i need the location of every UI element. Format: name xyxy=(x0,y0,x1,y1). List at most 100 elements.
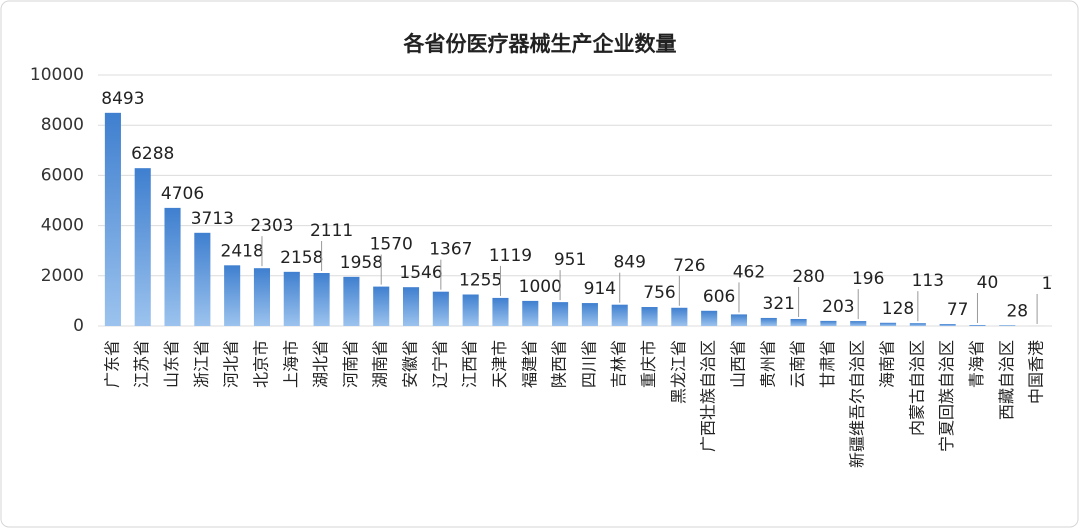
value-label: 128 xyxy=(882,299,914,319)
bar xyxy=(492,297,509,326)
bar xyxy=(641,307,658,326)
value-label: 1255 xyxy=(459,270,502,290)
value-label: 2158 xyxy=(280,248,323,268)
value-label: 8493 xyxy=(101,89,144,109)
x-tick-label: 河北省 xyxy=(222,340,241,388)
x-tick-label: 四川省 xyxy=(579,340,598,388)
x-tick-label: 陕西省 xyxy=(550,340,569,388)
value-label: 1958 xyxy=(340,253,383,273)
x-tick-label: 安徽省 xyxy=(401,340,420,388)
x-tick-label: 青海省 xyxy=(967,340,986,388)
bar xyxy=(253,268,271,326)
x-tick-label: 山东省 xyxy=(162,340,181,388)
x-tick-label: 湖南省 xyxy=(371,340,390,388)
x-tick-label: 江西省 xyxy=(460,340,479,388)
bar xyxy=(611,304,628,326)
value-label: 1119 xyxy=(489,246,532,266)
bar xyxy=(969,324,986,326)
value-label: 28 xyxy=(1006,301,1028,321)
x-tick-label: 甘肃省 xyxy=(818,340,837,388)
value-label: 2303 xyxy=(250,216,293,236)
value-label: 914 xyxy=(584,279,616,299)
x-tick-label: 云南省 xyxy=(788,340,807,388)
chart-title: 各省份医疗器械生产企业数量 xyxy=(403,32,677,56)
bar xyxy=(343,276,360,326)
y-tick-label: 10000 xyxy=(30,65,84,85)
bar xyxy=(283,271,300,326)
x-tick-label: 天津市 xyxy=(490,340,509,388)
bar xyxy=(850,321,867,326)
bar xyxy=(402,287,420,326)
value-label: 462 xyxy=(733,262,765,282)
value-label: 2418 xyxy=(221,241,264,261)
bar xyxy=(552,302,569,326)
x-tick-label: 河南省 xyxy=(341,340,360,388)
value-label: 3713 xyxy=(191,209,234,229)
y-tick-label: 6000 xyxy=(41,165,84,185)
bar xyxy=(730,314,748,326)
bar xyxy=(522,300,539,326)
bar xyxy=(879,322,897,326)
bar xyxy=(164,207,181,326)
bar xyxy=(939,324,956,326)
value-label: 606 xyxy=(703,287,735,307)
x-tick-label: 新疆维吾尔自治区 xyxy=(848,340,867,468)
x-tick-label: 重庆市 xyxy=(639,340,658,388)
bar xyxy=(462,294,479,326)
y-tick-label: 0 xyxy=(73,316,84,336)
x-tick-label: 西藏自治区 xyxy=(997,340,1016,420)
value-label: 4706 xyxy=(161,184,204,204)
x-tick-label: 中国香港 xyxy=(1027,340,1046,404)
x-tick-label: 黑龙江省 xyxy=(669,340,688,404)
x-tick-label: 北京市 xyxy=(251,340,270,388)
bar xyxy=(671,307,688,326)
bar xyxy=(224,265,241,326)
x-tick-label: 宁夏回族自治区 xyxy=(937,340,956,452)
bar xyxy=(373,286,390,326)
value-label: 113 xyxy=(912,271,944,291)
value-label: 40 xyxy=(977,273,999,293)
bar xyxy=(194,232,211,326)
y-tick-label: 4000 xyxy=(41,216,84,236)
value-label: 1367 xyxy=(429,240,472,260)
value-label: 849 xyxy=(613,253,645,273)
bar xyxy=(104,112,121,326)
bar xyxy=(313,273,330,326)
x-tick-label: 广西壮族自治区 xyxy=(699,340,718,452)
bar xyxy=(134,168,151,326)
value-label: 756 xyxy=(643,283,675,303)
value-label: 6288 xyxy=(131,144,174,164)
y-tick-label: 8000 xyxy=(41,115,84,135)
value-label: 1570 xyxy=(370,235,413,255)
value-label: 203 xyxy=(822,297,854,317)
value-label: 280 xyxy=(792,267,824,287)
value-label: 1 xyxy=(1042,274,1053,294)
x-tick-label: 福建省 xyxy=(520,340,539,388)
x-tick-label: 广东省 xyxy=(102,340,121,388)
value-label: 321 xyxy=(763,294,795,314)
value-label: 196 xyxy=(852,269,884,289)
value-label: 726 xyxy=(673,256,705,276)
x-tick-label: 浙江省 xyxy=(192,340,211,388)
x-tick-label: 湖北省 xyxy=(311,340,330,388)
x-tick-label: 吉林省 xyxy=(609,340,628,388)
bar xyxy=(760,317,777,326)
x-tick-label: 海南省 xyxy=(878,340,897,388)
bar xyxy=(790,318,807,326)
value-label: 951 xyxy=(554,250,586,270)
bar xyxy=(432,291,449,326)
bar xyxy=(701,310,718,326)
y-tick-label: 2000 xyxy=(41,266,84,286)
x-tick-label: 江苏省 xyxy=(132,340,151,388)
value-label: 1546 xyxy=(399,263,442,283)
x-tick-label: 内蒙古自治区 xyxy=(907,340,926,436)
bar xyxy=(581,303,598,326)
bar xyxy=(820,320,837,326)
x-tick-label: 辽宁省 xyxy=(430,340,449,388)
bar xyxy=(909,323,926,326)
value-label: 77 xyxy=(947,300,969,320)
bar xyxy=(999,325,1016,326)
value-label: 2111 xyxy=(310,221,353,241)
